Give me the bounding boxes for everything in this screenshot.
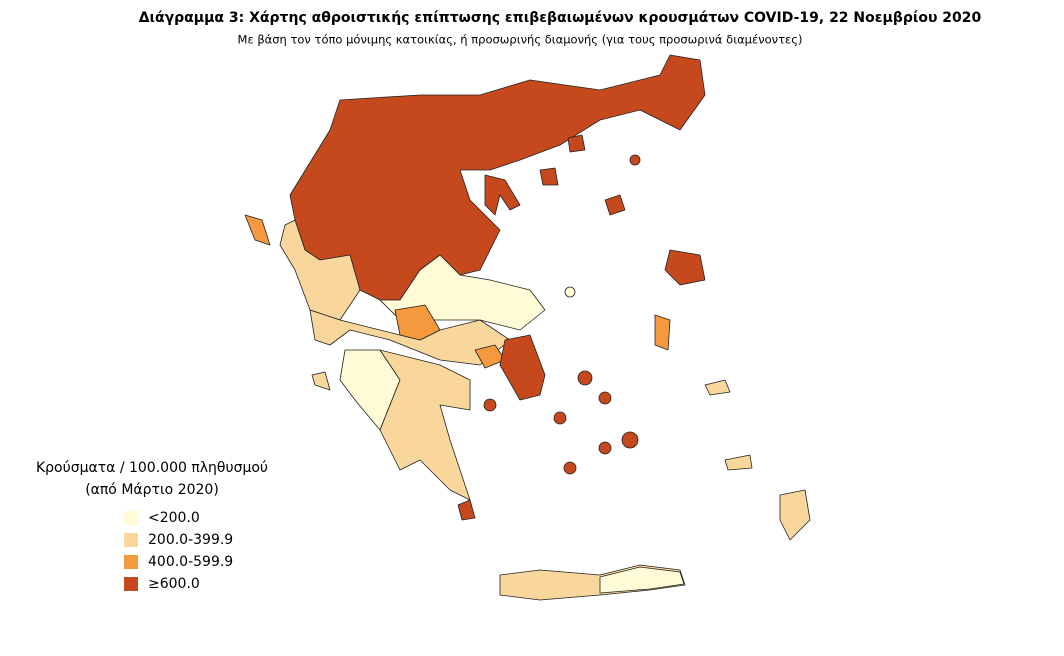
legend-label: 400.0-599.9 xyxy=(148,554,233,570)
region xyxy=(311,371,331,391)
region xyxy=(577,370,593,386)
legend-swatch xyxy=(124,577,138,591)
region xyxy=(484,174,521,216)
region xyxy=(394,304,441,341)
region xyxy=(654,314,671,351)
region xyxy=(539,167,559,186)
region xyxy=(598,391,612,405)
map xyxy=(244,54,811,601)
region xyxy=(598,441,612,455)
region xyxy=(499,334,546,401)
legend-title: (από Μάρτιο 2020) xyxy=(85,482,219,498)
subtitle: Με βάση τον τόπο μόνιμης κατοικίας, ή πρ… xyxy=(238,33,803,47)
region xyxy=(724,454,753,471)
legend-swatch xyxy=(124,555,138,569)
region xyxy=(553,411,567,425)
region xyxy=(629,154,641,166)
legend-title: Κρούσματα / 100.000 πληθυσμού xyxy=(36,460,268,476)
legend-label: <200.0 xyxy=(148,510,200,526)
region xyxy=(483,398,497,412)
region xyxy=(457,499,476,521)
legend-label: ≥600.0 xyxy=(148,576,200,592)
legend-swatch xyxy=(124,511,138,525)
region xyxy=(779,489,811,541)
title: Διάγραμμα 3: Χάρτης αθροιστικής επίπτωση… xyxy=(139,10,982,26)
region xyxy=(664,249,706,286)
region xyxy=(604,194,626,216)
legend: Κρούσματα / 100.000 πληθυσμού (από Μάρτιο… xyxy=(36,460,268,592)
region xyxy=(563,461,577,475)
region xyxy=(621,431,639,449)
region xyxy=(289,54,706,301)
region xyxy=(244,214,271,246)
legend-swatch xyxy=(124,533,138,547)
region xyxy=(564,286,576,298)
region xyxy=(704,379,731,396)
region xyxy=(567,134,586,153)
region xyxy=(279,219,361,321)
region xyxy=(599,566,685,594)
legend-label: 200.0-399.9 xyxy=(148,532,233,548)
